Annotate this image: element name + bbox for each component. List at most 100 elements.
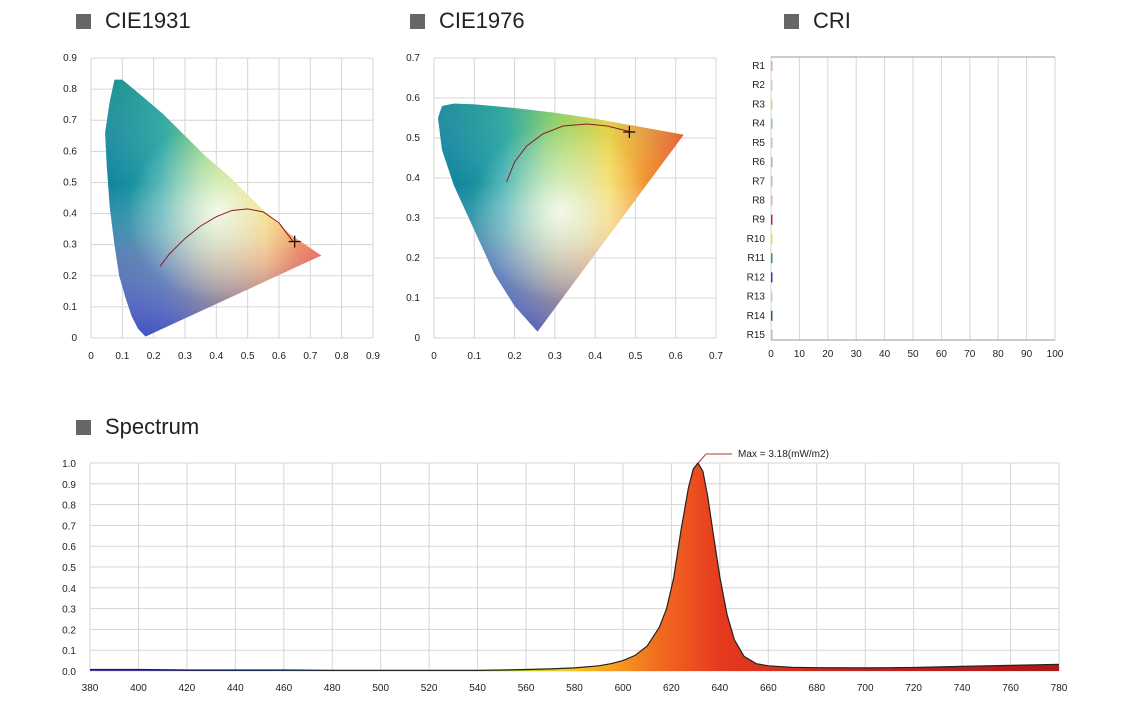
cie1931-x-tick: 0 [88, 351, 94, 362]
spectrum-peak-leader [697, 453, 733, 464]
spectrum-x-tick: 700 [857, 683, 874, 694]
spectrum-x-tick: 640 [712, 683, 729, 694]
spectrum-y-tick: 0.2 [62, 625, 76, 636]
cri-x-tick: 20 [822, 349, 834, 360]
spectrum-x-tick: 720 [905, 683, 922, 694]
cri-x-tick: 40 [879, 349, 891, 360]
cie1931-y-tick: 0.2 [63, 271, 77, 282]
cie1931-x-tick: 0.7 [303, 351, 317, 362]
spectrum-x-tick: 680 [808, 683, 825, 694]
cie1931-section-title: CIE1931 [76, 8, 191, 34]
cri-bar [771, 272, 773, 283]
cri-x-tick: 80 [993, 349, 1005, 360]
cie1976-white-point-glow [438, 103, 684, 332]
cri-category-label: R3 [752, 99, 765, 110]
cie1976-y-tick: 0.1 [406, 293, 420, 304]
cri-bar [771, 137, 773, 148]
spectrum-x-tick: 760 [1002, 683, 1019, 694]
cie1931-x-tick: 0.6 [272, 351, 286, 362]
spectrum-x-tick: 480 [324, 683, 341, 694]
cri-x-tick: 30 [851, 349, 863, 360]
cie1931-gamut [105, 79, 322, 337]
spectrum-x-tick: 600 [615, 683, 632, 694]
cie1931-x-tick: 0.4 [209, 351, 223, 362]
cri-bar [771, 330, 773, 340]
section-marker-icon [410, 13, 425, 29]
spectrum-y-tick: 0.6 [62, 542, 76, 553]
cri-bar [771, 195, 773, 206]
spectrum-y-tick: 0.1 [62, 646, 76, 657]
cri-bar [771, 253, 773, 264]
cie1931-x-tick: 0.8 [335, 351, 349, 362]
spectrum-x-tick: 660 [760, 683, 777, 694]
cri-bar [771, 233, 773, 244]
cri-category-label: R13 [747, 292, 766, 303]
cie1931-x-tick: 0.1 [115, 351, 129, 362]
cri-title: CRI [813, 8, 851, 33]
cie1931-x-tick: 0.3 [178, 351, 192, 362]
cri-category-label: R7 [752, 176, 765, 187]
cie1976-x-tick: 0.4 [588, 351, 602, 362]
cri-bar [771, 80, 773, 91]
spectrum-x-tick: 580 [566, 683, 583, 694]
spectrum-x-tick: 440 [227, 683, 244, 694]
spectrum-y-tick: 1.0 [62, 459, 76, 470]
cie1976-x-tick: 0.7 [709, 351, 723, 362]
spectrum-x-tick: 740 [954, 683, 971, 694]
cie1976-y-tick: 0.4 [406, 173, 420, 184]
cie1931-y-tick: 0.3 [63, 240, 77, 251]
cri-x-tick: 90 [1021, 349, 1033, 360]
spectrum-y-tick: 0.4 [62, 584, 76, 595]
cie1931-white-point-glow [105, 79, 322, 337]
cie1976-x-tick: 0.5 [628, 351, 642, 362]
cie1976-y-tick: 0 [414, 333, 420, 344]
cie1976-y-tick: 0.2 [406, 253, 420, 264]
cri-x-tick: 0 [768, 349, 774, 360]
cri-bar [771, 310, 773, 321]
cri-x-tick: 10 [794, 349, 806, 360]
cri-bar [771, 61, 773, 71]
cri-x-tick: 100 [1047, 349, 1064, 360]
cri-category-label: R8 [752, 196, 765, 207]
spectrum-x-tick: 540 [469, 683, 486, 694]
cie1931-x-tick: 0.2 [147, 351, 161, 362]
cie1976-x-tick: 0.6 [669, 351, 683, 362]
cri-category-label: R1 [752, 61, 765, 72]
cri-category-label: R15 [747, 330, 766, 341]
spectrum-x-tick: 560 [518, 683, 535, 694]
cie1931-x-tick: 0.5 [241, 351, 255, 362]
cie1931-title: CIE1931 [105, 8, 191, 33]
cri-x-tick: 70 [964, 349, 976, 360]
cie1976-x-tick: 0 [431, 351, 437, 362]
cie1976-y-tick: 0.3 [406, 213, 420, 224]
cri-category-label: R11 [747, 253, 765, 264]
cie1976-y-tick: 0.7 [406, 53, 420, 64]
spectrum-x-tick: 420 [179, 683, 196, 694]
cie1976-x-tick: 0.3 [548, 351, 562, 362]
cri-category-label: R9 [752, 215, 765, 226]
spectrum-x-tick: 460 [275, 683, 292, 694]
cie1976-planckian-locus [506, 123, 632, 183]
cri-category-label: R14 [747, 311, 766, 322]
cie1931-y-tick: 0.7 [63, 115, 77, 126]
cie1976-x-tick: 0.1 [467, 351, 481, 362]
cie1931-y-tick: 0.4 [63, 209, 77, 220]
spectrum-x-tick: 620 [663, 683, 680, 694]
spectrum-line [90, 461, 1060, 671]
spectrum-x-tick: 380 [82, 683, 99, 694]
cie1931-y-tick: 0.8 [63, 84, 77, 95]
spectrum-y-tick: 0.7 [62, 521, 76, 532]
cie1976-section-title: CIE1976 [410, 8, 525, 34]
cri-category-label: R4 [752, 119, 765, 130]
cri-section-title: CRI [784, 8, 851, 34]
cri-category-label: R10 [747, 234, 766, 245]
spectrum-x-tick: 500 [372, 683, 389, 694]
cri-bar [771, 291, 773, 302]
spectrum-y-tick: 0.8 [62, 501, 76, 512]
spectrum-x-tick: 520 [421, 683, 438, 694]
cie1931-y-tick: 0 [71, 333, 77, 344]
cie1976-gamut [438, 103, 684, 332]
cri-category-label: R5 [752, 138, 765, 149]
cri-x-tick: 50 [907, 349, 919, 360]
